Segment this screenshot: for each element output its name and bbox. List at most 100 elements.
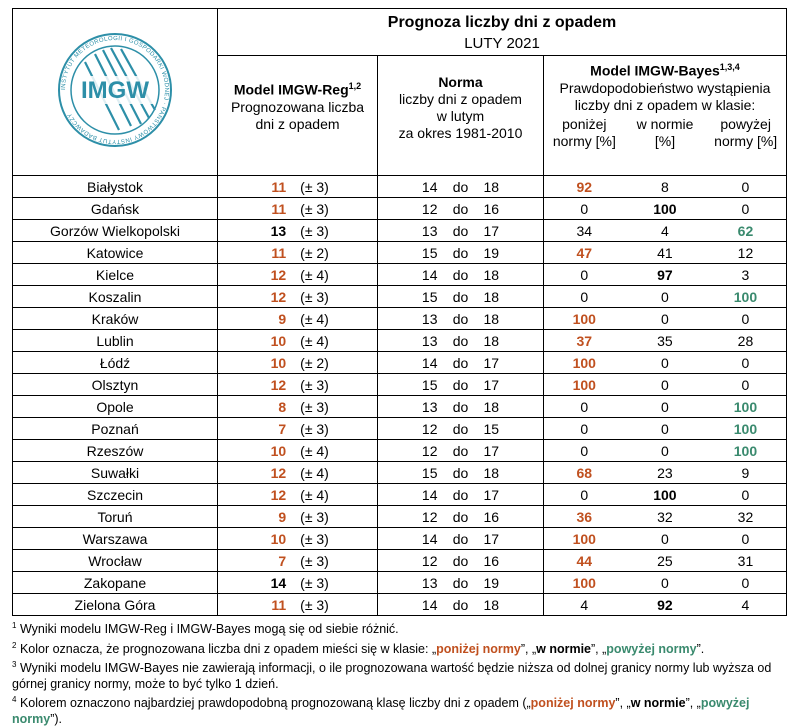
prob-below: 36 [576, 508, 593, 525]
forecast-cell: 10 (± 4) [217, 329, 378, 352]
col2-desc-2: w lutym [436, 108, 485, 124]
footnote-2-normal: w normie [536, 641, 592, 656]
footnote-4: 4 Kolorem oznaczono najbardziej prawdopo… [12, 695, 750, 727]
norm-max: 16 [483, 200, 500, 217]
forecast-uncertainty: (± 3) [300, 596, 329, 613]
city-cell: Lublin [12, 329, 218, 352]
norm-separator: do [452, 464, 469, 481]
city-name: Kraków [91, 310, 139, 327]
footnote-2-b: ”, „ [520, 641, 537, 656]
probability-cell: 68 23 9 [542, 461, 788, 484]
norm-cell: 15 do 18 [377, 285, 544, 308]
city-cell: Poznań [12, 417, 218, 440]
forecast-value: 10 [270, 354, 287, 371]
col1-title: Model IMGW-Reg [233, 81, 349, 98]
forecast-uncertainty: (± 3) [300, 398, 329, 415]
city-cell: Katowice [12, 241, 218, 264]
city-name: Warszawa [82, 530, 148, 547]
col3-title: Model IMGW-Bayes [590, 62, 720, 79]
norm-separator: do [452, 508, 469, 525]
city-cell: Rzeszów [12, 439, 218, 462]
city-name: Toruń [97, 508, 133, 525]
norm-max: 17 [483, 442, 500, 459]
forecast-value: 12 [270, 464, 287, 481]
city-name: Koszalin [88, 288, 142, 305]
prob-below: 0 [580, 200, 589, 217]
footnote-3: 3 Wyniki modelu IMGW-Bayes nie zawierają… [12, 660, 772, 691]
norm-max: 18 [483, 288, 500, 305]
footnote-4-a: Kolorem oznaczono najbardziej prawdopodo… [19, 696, 531, 711]
city-cell: Kraków [12, 307, 218, 330]
table-row: Szczecin 12 (± 4) 14 do 17 0 100 0 [12, 483, 788, 506]
forecast-uncertainty: (± 3) [300, 420, 329, 437]
norm-separator: do [452, 420, 469, 437]
city-cell: Wrocław [12, 549, 218, 572]
prob-above: 3 [741, 266, 750, 283]
city-cell: Gorzów Wielkopolski [12, 219, 218, 242]
prob-above: 0 [741, 486, 750, 503]
forecast-cell: 7 (± 3) [217, 417, 378, 440]
prob-below: 100 [572, 376, 596, 393]
forecast-uncertainty: (± 2) [300, 244, 329, 261]
norm-min: 12 [421, 552, 438, 569]
prob-above: 31 [737, 552, 754, 569]
col3-sub-below: poniżej normy [%] [552, 115, 616, 149]
probability-cell: 4 92 4 [542, 593, 788, 616]
forecast-cell: 12 (± 4) [217, 483, 378, 506]
forecast-cell: 12 (± 4) [217, 461, 378, 484]
prob-normal: 0 [660, 310, 669, 327]
footnote-3-text: Wyniki modelu IMGW-Bayes nie zawierają i… [12, 661, 772, 691]
probability-cell: 100 0 0 [542, 527, 788, 550]
norm-cell: 12 do 17 [377, 439, 544, 462]
footnote-2-c: ”, „ [591, 641, 607, 656]
norm-min: 12 [421, 420, 438, 437]
norm-separator: do [452, 288, 469, 305]
norm-min: 14 [421, 530, 438, 547]
norm-cell: 15 do 19 [377, 241, 544, 264]
prob-normal: 100 [653, 200, 677, 217]
prob-below: 100 [572, 530, 596, 547]
norm-max: 17 [483, 354, 500, 371]
prob-below: 0 [580, 442, 589, 459]
norm-separator: do [452, 442, 469, 459]
col2-desc-1: liczby dni z opadem [399, 91, 522, 107]
probability-cell: 100 0 0 [542, 571, 788, 594]
page-subtitle: LUTY 2021 [464, 35, 540, 52]
prob-above: 100 [733, 288, 758, 305]
norm-separator: do [452, 178, 469, 195]
forecast-value: 9 [278, 508, 287, 525]
city-cell: Łódź [12, 351, 218, 374]
norm-separator: do [452, 596, 469, 613]
table-row: Gdańsk 11 (± 3) 12 do 16 0 100 0 [12, 197, 788, 220]
footnotes: 1 Wyniki modelu IMGW-Reg i IMGW-Bayes mo… [12, 618, 786, 728]
norm-min: 13 [421, 332, 438, 349]
table-row: Kraków 9 (± 4) 13 do 18 100 0 0 [12, 307, 788, 330]
prob-above: 32 [737, 508, 754, 525]
forecast-uncertainty: (± 4) [300, 310, 329, 327]
city-cell: Suwałki [12, 461, 218, 484]
probability-cell: 0 97 3 [542, 263, 788, 286]
forecast-uncertainty: (± 3) [300, 574, 329, 591]
city-cell: Zakopane [12, 571, 218, 594]
forecast-uncertainty: (± 2) [300, 354, 329, 371]
prob-below: 34 [576, 222, 593, 239]
table-row: Suwałki 12 (± 4) 15 do 18 68 23 9 [12, 461, 788, 484]
prob-above: 62 [737, 222, 754, 239]
norm-separator: do [452, 266, 469, 283]
norm-separator: do [452, 332, 469, 349]
probability-cell: 37 35 28 [542, 329, 788, 352]
city-name: Olsztyn [91, 376, 139, 393]
norm-max: 18 [483, 332, 500, 349]
norm-min: 14 [421, 486, 438, 503]
city-cell: Koszalin [12, 285, 218, 308]
norm-max: 18 [483, 398, 500, 415]
norm-cell: 15 do 17 [377, 373, 544, 396]
header-norma: Norma liczby dni z opadem w lutym za okr… [377, 55, 544, 176]
prob-above: 100 [733, 420, 758, 437]
footnote-2: 2 Kolor oznacza, że prognozowana liczba … [12, 640, 705, 656]
footnote-2-below: poniżej normy [436, 641, 521, 656]
col3-desc-1: Prawdopodobieństwo wystąpienia [559, 79, 771, 96]
norm-max: 17 [483, 486, 500, 503]
probability-cell: 0 100 0 [542, 197, 788, 220]
norm-separator: do [452, 354, 469, 371]
